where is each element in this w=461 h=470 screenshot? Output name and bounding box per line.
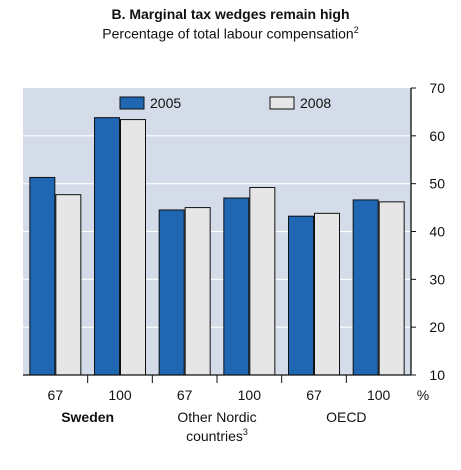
bar-2008-4 (314, 212, 340, 376)
legend-swatch-2005 (119, 96, 145, 110)
unit-label: % (417, 387, 429, 403)
x-tick-label: 100 (367, 387, 391, 403)
bar-2008-2 (184, 207, 211, 376)
y-tick-label: 60 (429, 128, 445, 144)
bar-2005-4 (288, 215, 314, 376)
group-label: Other Nordic (177, 409, 256, 425)
x-tick-label: 67 (177, 387, 193, 403)
y-tick-label: 50 (429, 176, 445, 192)
group-label: OECD (326, 409, 366, 425)
subtitle-footnote: 2 (353, 25, 359, 35)
chart-title: B. Marginal tax wedges remain high (111, 6, 350, 22)
bar-2005-1 (94, 117, 120, 376)
group-label-line2: countries3 (186, 427, 248, 444)
bar-2008-1 (120, 119, 146, 376)
x-tick-label: 67 (306, 387, 322, 403)
bar-2008-0 (55, 194, 82, 376)
group-label: Sweden (61, 409, 114, 425)
bar-2008-3 (249, 186, 276, 376)
bar-2005-5 (352, 199, 379, 376)
y-tick-label: 30 (429, 271, 445, 287)
legend-label-2008: 2008 (300, 95, 331, 111)
legend-swatch-2008 (269, 96, 295, 110)
y-tick-label: 40 (429, 224, 445, 240)
bar-2008-5 (378, 201, 405, 376)
x-tick-label: 67 (48, 387, 64, 403)
y-tick-label: 70 (429, 80, 445, 96)
bar-2005-2 (158, 209, 185, 376)
x-tick-label: 100 (108, 387, 132, 403)
x-tick-label: 100 (238, 387, 262, 403)
chart-subtitle: Percentage of total labour compensation2 (102, 25, 359, 42)
legend-label-2005: 2005 (150, 95, 181, 111)
y-tick-label: 10 (429, 367, 445, 383)
y-tick-label: 20 (429, 319, 445, 335)
bar-2005-0 (29, 176, 56, 376)
bar-2005-3 (223, 197, 250, 376)
